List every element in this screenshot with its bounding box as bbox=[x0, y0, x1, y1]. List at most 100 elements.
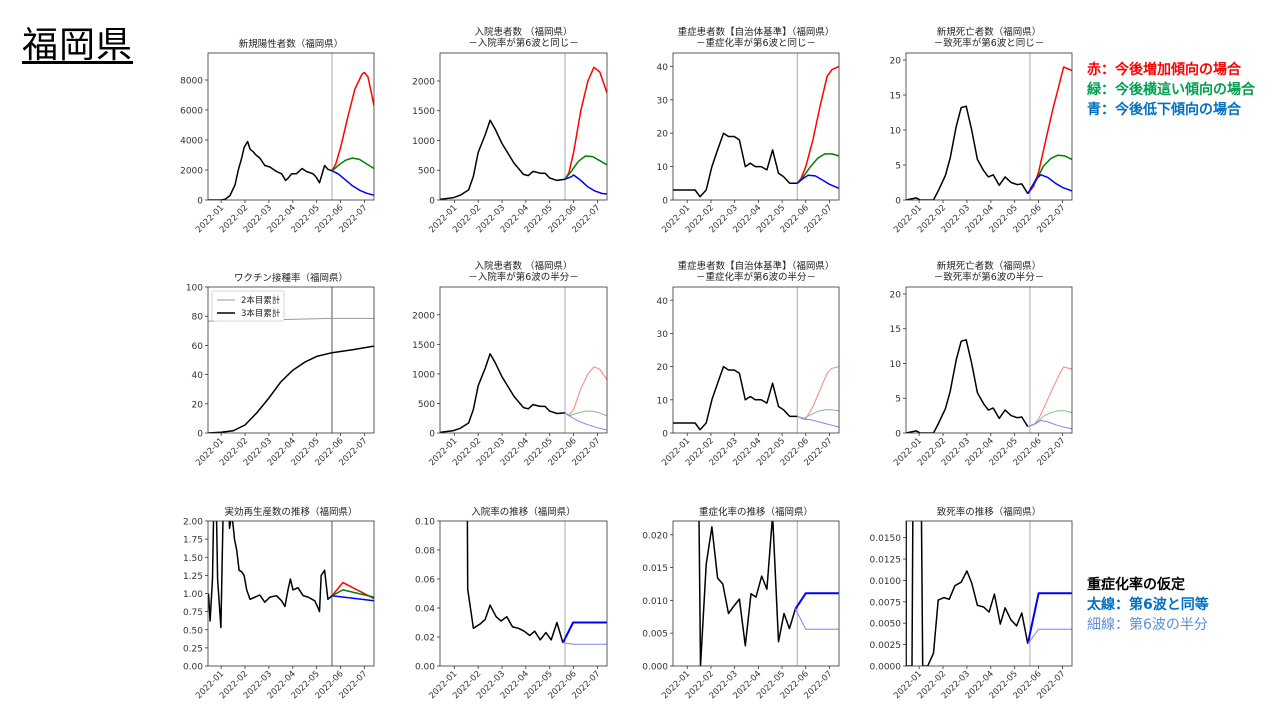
series-line-increase bbox=[1027, 366, 1072, 428]
y-tick-label: 1500 bbox=[412, 107, 435, 117]
chart-panel-0: 新規陽性者数（福岡県）020004000600080002022-012022-… bbox=[180, 38, 375, 235]
y-tick-label: 0.000 bbox=[642, 663, 668, 673]
y-tick-label: 0 bbox=[429, 430, 435, 440]
y-tick-label: 30 bbox=[657, 96, 669, 106]
plot-frame bbox=[207, 286, 375, 434]
y-tick-label: 15 bbox=[890, 92, 901, 102]
series-line-half-of-6th-wave bbox=[794, 608, 839, 630]
series-line-increase bbox=[564, 66, 607, 180]
y-tick-label: 0 bbox=[662, 197, 668, 207]
plot-frame bbox=[672, 286, 840, 434]
y-tick-label: 1.00 bbox=[183, 590, 203, 600]
plot-frame bbox=[905, 52, 1073, 201]
y-tick-label: 0.00 bbox=[415, 663, 435, 673]
chart-panel-1: 入院患者数 （福岡県）－入院率が第6波と同じ－05001000150020002… bbox=[412, 26, 608, 235]
y-tick-label: 0.08 bbox=[415, 547, 435, 557]
y-tick-label: 0 bbox=[197, 197, 203, 207]
series-line-increase bbox=[564, 366, 607, 416]
plot-frame bbox=[439, 52, 608, 201]
series-line-flat bbox=[331, 589, 374, 598]
y-tick-label: 0.00 bbox=[183, 663, 203, 673]
series-line-same-as-6th-wave bbox=[1026, 592, 1072, 645]
series-line-decrease bbox=[564, 174, 607, 195]
series-line-decrease bbox=[796, 174, 839, 189]
chart-title: －致死率が第6波の半分－ bbox=[934, 271, 1045, 283]
chart-panel-3: 新規死亡者数（福岡県）－致死率が第6波と同じ－051015202022-0120… bbox=[890, 26, 1073, 235]
y-tick-label: 0.0150 bbox=[870, 534, 902, 544]
chart-panel-4: ワクチン接種率（福岡県）0204060801002022-012022-0220… bbox=[186, 272, 375, 468]
chart-title: 重症化率の推移（福岡県） bbox=[699, 506, 813, 518]
y-tick-label: 0.0100 bbox=[870, 577, 902, 587]
chart-title: 入院率の推移（福岡県） bbox=[471, 506, 576, 518]
y-tick-label: 20 bbox=[657, 130, 669, 140]
y-tick-label: 40 bbox=[192, 371, 204, 381]
y-tick-label: 0 bbox=[662, 430, 668, 440]
plot-frame bbox=[672, 52, 840, 201]
y-tick-label: 60 bbox=[192, 342, 204, 352]
chart-panel-9: 入院率の推移（福岡県）0.000.020.040.060.080.102022-… bbox=[415, 506, 608, 701]
y-tick-label: 1000 bbox=[412, 137, 435, 147]
y-tick-label: 0.0025 bbox=[870, 641, 902, 651]
chart-title: 致死率の推移（福岡県） bbox=[937, 506, 1042, 518]
y-tick-label: 0.04 bbox=[415, 605, 435, 615]
series-line-increase bbox=[331, 71, 374, 172]
chart-title: －重症化率が第6波の半分－ bbox=[696, 271, 816, 283]
chart-title: 実効再生産数の推移（福岡県） bbox=[224, 506, 357, 518]
series-line-decrease bbox=[331, 594, 374, 602]
chart-panel-8: 実効再生産数の推移（福岡県） 0.00 0.25 0.50 0.75 1.00 1.25 1.… bbox=[183, 506, 375, 701]
chart-panel-2: 重症患者数【自治体基準】（福岡県）－重症化率が第6波と同じ－0102030402… bbox=[657, 26, 840, 235]
y-tick-label: 10 bbox=[657, 396, 669, 406]
y-tick-label: 0.010 bbox=[642, 597, 668, 607]
y-tick-label: 1.25 bbox=[183, 572, 203, 582]
y-tick-label: 20 bbox=[890, 290, 902, 300]
series-line-decrease bbox=[564, 412, 607, 431]
y-tick-label: 0.10 bbox=[415, 518, 435, 528]
plot-frame bbox=[672, 520, 840, 667]
legend-label: 2本目累計 bbox=[241, 295, 281, 306]
series-line-increase bbox=[797, 366, 839, 420]
y-tick-label: 0.06 bbox=[415, 576, 435, 586]
scenario-note-red: 赤：今後増加傾向の場合 bbox=[1087, 62, 1241, 78]
y-tick-label: 0 bbox=[895, 197, 901, 207]
chart-title: 重症患者数【自治体基準】（福岡県） bbox=[678, 26, 835, 38]
y-tick-label: 6000 bbox=[180, 107, 203, 117]
y-tick-label: 1.50 bbox=[183, 554, 203, 564]
series-line-actual bbox=[673, 132, 798, 198]
page-title: 福岡県 bbox=[22, 25, 134, 66]
y-tick-label: 2000 bbox=[412, 77, 435, 87]
y-tick-label: 0.0075 bbox=[870, 598, 902, 608]
assumption-thick: 太線：第6波と同等 bbox=[1087, 597, 1209, 613]
series-line-increase bbox=[331, 581, 374, 600]
series-line-flat bbox=[564, 155, 607, 180]
series-line-decrease bbox=[797, 415, 839, 428]
series-line-flat bbox=[331, 157, 374, 172]
plot-frame bbox=[439, 286, 608, 434]
y-tick-label: 8000 bbox=[180, 77, 203, 87]
series-line-same-as-6th-wave bbox=[562, 621, 607, 644]
y-tick-label: 1500 bbox=[412, 341, 435, 351]
series-line-half-of-6th-wave bbox=[1027, 628, 1072, 645]
chart-panel-11: 致死率の推移（福岡県） 0.0000 0.0025 0.0050 0.0075 0.010… bbox=[870, 506, 1073, 701]
y-tick-label: 10 bbox=[657, 163, 669, 173]
legend-label: 3本目累計 bbox=[241, 308, 281, 319]
y-tick-label: 0.0000 bbox=[870, 663, 902, 673]
series-line-actual bbox=[466, 521, 564, 644]
assumption-thin: 細線：第6波の半分 bbox=[1087, 617, 1208, 633]
y-tick-label: 2000 bbox=[180, 167, 203, 177]
y-tick-label: 2.00 bbox=[183, 518, 203, 528]
chart-title: 入院患者数 （福岡県） bbox=[474, 26, 572, 38]
y-tick-label: 0.005 bbox=[642, 630, 668, 640]
series-line-flat bbox=[797, 409, 839, 420]
plot-frame bbox=[207, 520, 375, 667]
y-tick-label: 0 bbox=[429, 197, 435, 207]
chart-title: 新規死亡者数（福岡県） bbox=[937, 26, 1042, 38]
plot-frame bbox=[207, 52, 375, 201]
series-line-same-as-6th-wave bbox=[794, 592, 839, 610]
series-line-actual bbox=[208, 140, 333, 200]
chart-title: ワクチン接種率（福岡県） bbox=[234, 272, 348, 284]
y-tick-label: 20 bbox=[192, 400, 204, 410]
series-line-actual bbox=[208, 521, 333, 629]
chart-panel-6: 重症患者数【自治体基準】（福岡県）－重症化率が第6波の半分－0102030402… bbox=[657, 260, 840, 468]
chart-title: －入院率が第6波と同じ－ bbox=[468, 37, 579, 49]
series-line-actual bbox=[673, 365, 798, 431]
